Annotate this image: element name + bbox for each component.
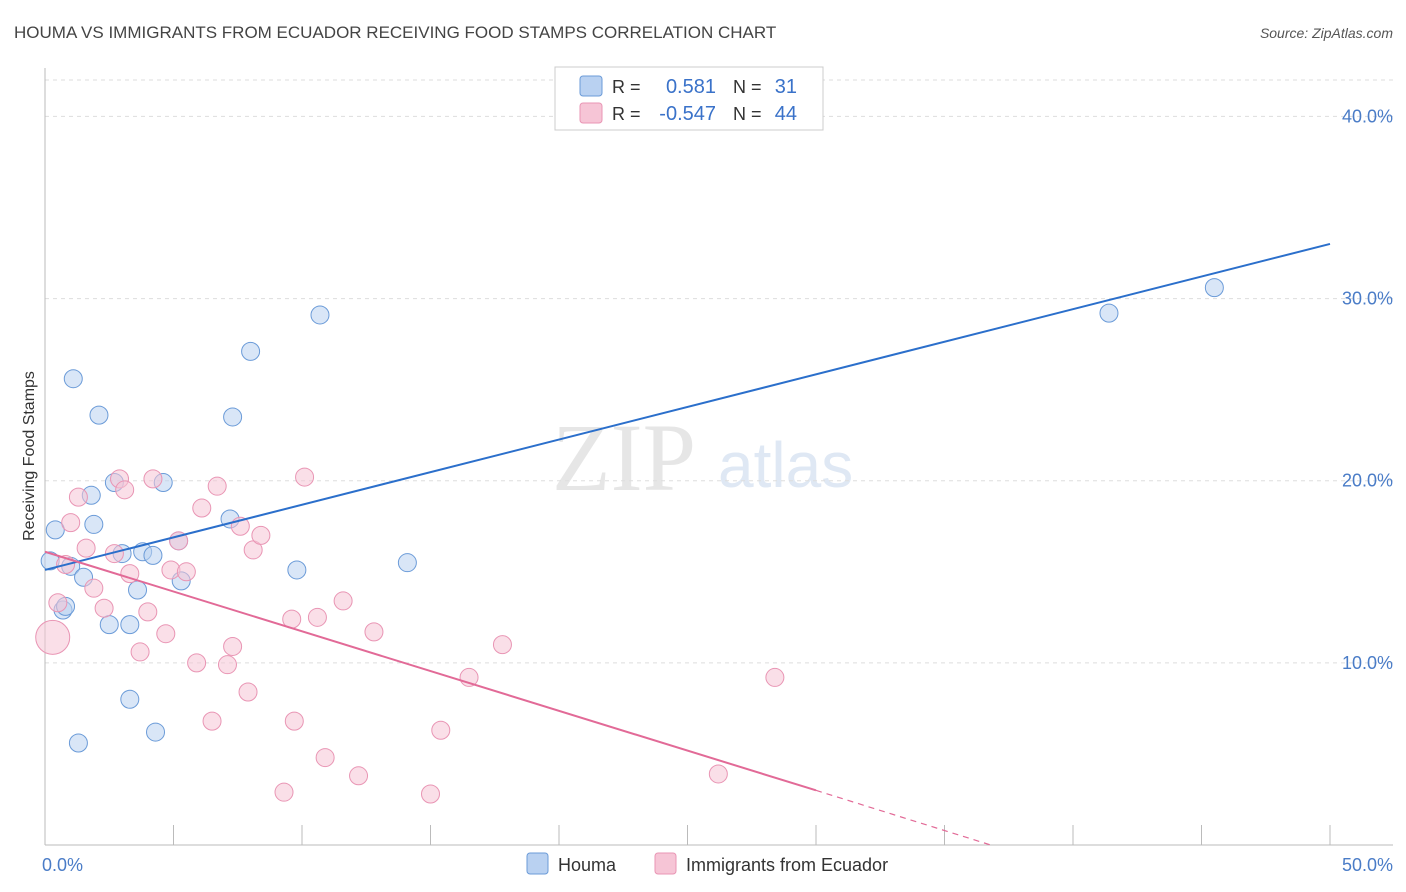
houma-point-9 bbox=[84, 514, 104, 534]
ecuador-point-10 bbox=[115, 480, 135, 500]
ecuador-point-27 bbox=[243, 540, 263, 560]
houma-trend-line bbox=[44, 242, 1331, 571]
ecuador-point-39 bbox=[431, 720, 451, 740]
ecuador-point-38 bbox=[421, 784, 440, 804]
ecuador-point-1 bbox=[48, 593, 68, 613]
legend-n-value-2: 44 bbox=[775, 103, 797, 125]
chart-title: HOUMA VS IMMIGRANTS FROM ECUADOR RECEIVI… bbox=[14, 23, 776, 42]
houma-point-24 bbox=[223, 407, 243, 427]
points-layer bbox=[35, 278, 1224, 804]
y-tick-label-2: 30.0% bbox=[1342, 289, 1393, 309]
legend-n-value-1: 31 bbox=[775, 76, 797, 98]
ecuador-point-4 bbox=[68, 487, 88, 507]
trend-layer bbox=[44, 242, 1331, 846]
ecuador-point-31 bbox=[284, 711, 304, 731]
ecuador-point-14 bbox=[143, 469, 163, 489]
ecuador-point-36 bbox=[349, 766, 369, 786]
houma-point-19 bbox=[146, 722, 166, 742]
ecuador-point-5 bbox=[76, 538, 96, 558]
x-axis-ticks bbox=[44, 825, 1331, 845]
legend-r-label-1: R = bbox=[612, 77, 641, 97]
y-tick-label-1: 20.0% bbox=[1342, 471, 1393, 491]
ecuador-point-42 bbox=[708, 764, 728, 784]
houma-point-14 bbox=[120, 689, 140, 709]
legend-swatch-ecuador bbox=[579, 102, 603, 124]
legend-r-value-1: 0.581 bbox=[666, 76, 716, 98]
ecuador-point-18 bbox=[176, 562, 196, 582]
ecuador-point-41 bbox=[492, 635, 512, 655]
ecuador-point-43 bbox=[765, 667, 785, 687]
houma-point-30 bbox=[1204, 278, 1224, 298]
houma-point-28 bbox=[397, 553, 417, 573]
ecuador-point-33 bbox=[307, 607, 327, 627]
x-tick-label-min: 0.0% bbox=[42, 855, 83, 875]
ecuador-trend-line bbox=[44, 550, 817, 792]
houma-point-15 bbox=[120, 615, 140, 635]
houma-point-29 bbox=[1099, 303, 1119, 323]
ecuador-point-32 bbox=[295, 467, 315, 487]
houma-point-16 bbox=[128, 580, 148, 600]
ecuador-point-8 bbox=[104, 544, 124, 564]
svg-text:atlas: atlas bbox=[718, 429, 853, 501]
legend-n-label-2: N = bbox=[733, 104, 762, 124]
ecuador-point-22 bbox=[207, 476, 227, 496]
ecuador-trend-line-extension bbox=[815, 789, 991, 846]
legend-r-label-2: R = bbox=[612, 104, 641, 124]
houma-point-5 bbox=[63, 369, 83, 389]
bottom-legend-label-houma: Houma bbox=[558, 855, 617, 875]
houma-point-11 bbox=[99, 615, 119, 635]
houma-point-25 bbox=[241, 341, 261, 361]
ecuador-point-34 bbox=[315, 748, 335, 768]
ecuador-point-12 bbox=[130, 642, 150, 662]
y-tick-labels: 10.0% 20.0% 30.0% 40.0% bbox=[1342, 106, 1393, 672]
houma-point-1 bbox=[45, 520, 65, 540]
stats-legend: R = 0.581 N = 31 R = -0.547 N = 44 bbox=[554, 66, 824, 131]
bottom-legend-swatch-ecuador bbox=[654, 852, 677, 875]
bottom-legend-label-ecuador: Immigrants from Ecuador bbox=[686, 855, 888, 875]
x-tick-label-max: 50.0% bbox=[1342, 855, 1393, 875]
ecuador-point-19 bbox=[187, 653, 207, 673]
houma-point-26 bbox=[287, 560, 307, 580]
legend-r-value-2: -0.547 bbox=[659, 103, 716, 125]
svg-text:ZIP: ZIP bbox=[552, 404, 696, 511]
ecuador-point-23 bbox=[217, 655, 237, 675]
ecuador-point-24 bbox=[223, 636, 243, 656]
y-axis-label: Receiving Food Stamps bbox=[21, 371, 38, 541]
ecuador-point-37 bbox=[364, 622, 384, 642]
legend-swatch-houma bbox=[579, 75, 603, 97]
y-tick-label-3: 40.0% bbox=[1342, 106, 1393, 126]
ecuador-point-6 bbox=[84, 578, 104, 598]
ecuador-point-35 bbox=[333, 591, 353, 611]
ecuador-point-26 bbox=[238, 682, 258, 702]
ecuador-point-0 bbox=[35, 619, 71, 655]
ecuador-point-7 bbox=[94, 598, 114, 618]
y-tick-label-0: 10.0% bbox=[1342, 653, 1393, 673]
watermark: ZIP atlas bbox=[552, 404, 853, 511]
houma-point-27 bbox=[310, 305, 330, 325]
legend-n-label-1: N = bbox=[733, 77, 762, 97]
ecuador-point-21 bbox=[202, 711, 222, 731]
ecuador-point-13 bbox=[138, 602, 158, 622]
grid-lines bbox=[45, 79, 1393, 664]
ecuador-point-20 bbox=[192, 498, 212, 518]
houma-point-10 bbox=[89, 405, 109, 425]
houma-point-18 bbox=[143, 545, 163, 565]
bottom-legend-swatch-houma bbox=[526, 852, 549, 875]
chart-source: Source: ZipAtlas.com bbox=[1260, 25, 1393, 41]
ecuador-point-28 bbox=[251, 525, 271, 545]
houma-point-6 bbox=[68, 733, 88, 753]
ecuador-point-29 bbox=[274, 782, 294, 802]
ecuador-point-3 bbox=[61, 513, 81, 533]
ecuador-point-15 bbox=[156, 624, 176, 644]
ecuador-point-11 bbox=[120, 564, 140, 584]
series-legend: Houma Immigrants from Ecuador bbox=[526, 852, 888, 875]
